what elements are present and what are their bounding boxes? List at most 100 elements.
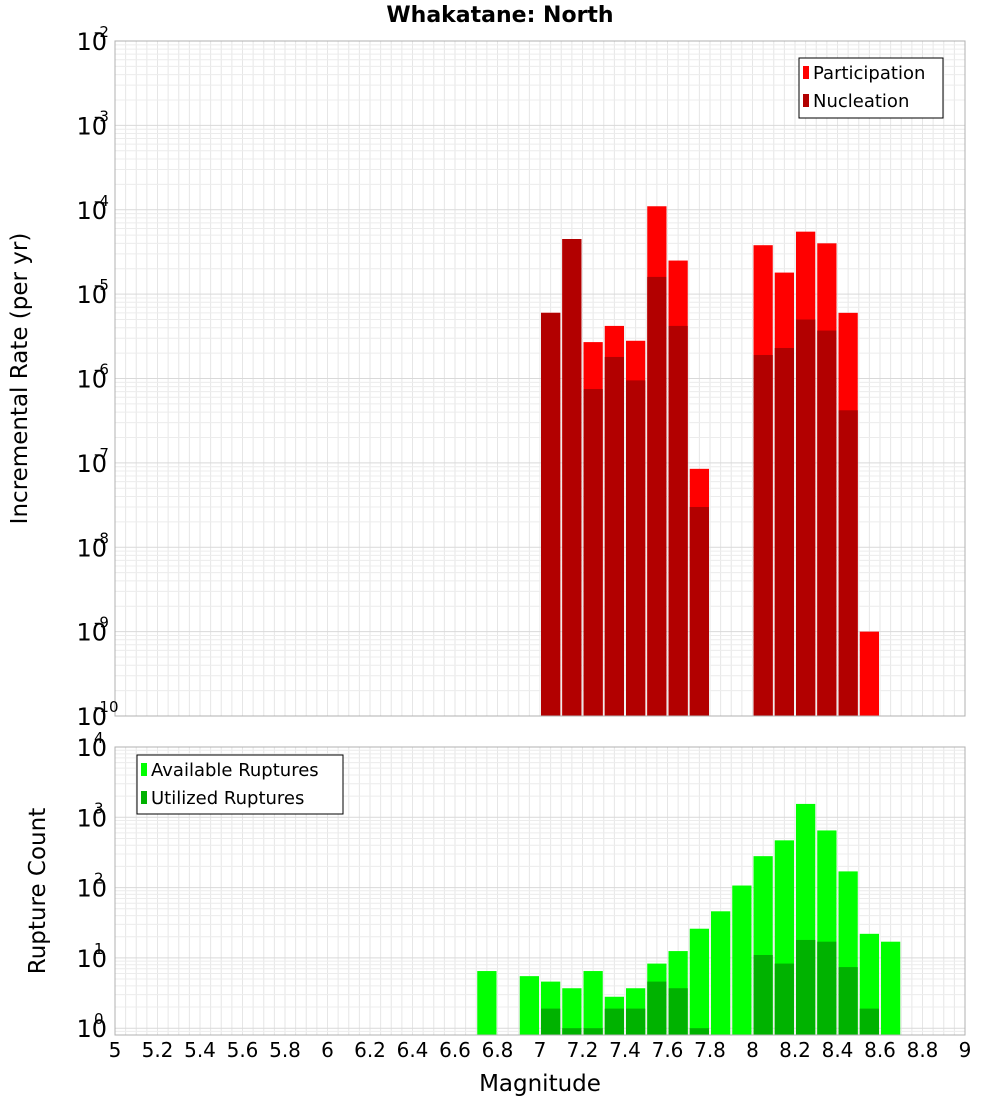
bottom-bar [689, 928, 709, 1035]
top-y-tick-base: 10 [76, 28, 107, 56]
bottom-x-tick-label: 8.2 [779, 1038, 811, 1062]
bottom-bar [626, 1008, 646, 1035]
bottom-bar [583, 971, 603, 1035]
bottom-y-axis-title: Rupture Count [25, 808, 51, 974]
bottom-y-tick-exp: 2 [94, 870, 104, 888]
top-y-tick-exp: -7 [94, 445, 109, 463]
bottom-y-tick-exp: 4 [94, 729, 104, 747]
bottom-legend-swatch [141, 791, 147, 804]
top-bar [647, 276, 667, 716]
bottom-bar [838, 967, 858, 1035]
top-bar [668, 325, 688, 716]
bottom-x-tick-label: 6 [321, 1038, 334, 1062]
bottom-legend-label: Utilized Ruptures [151, 788, 304, 809]
bottom-x-tick-label: 7 [534, 1038, 547, 1062]
bottom-x-tick-label: 5.2 [142, 1038, 174, 1062]
bottom-bar [541, 1008, 561, 1035]
top-bar [583, 389, 603, 716]
bottom-bar [477, 971, 497, 1035]
top-y-tick-exp: -6 [94, 361, 109, 379]
top-y-tick-base: 10 [76, 112, 107, 140]
bottom-x-tick-label: 5.6 [227, 1038, 259, 1062]
top-y-tick-base: 10 [76, 450, 107, 478]
bottom-x-tick-label: 7.8 [694, 1038, 726, 1062]
bottom-bar [647, 981, 667, 1035]
bottom-x-tick-label: 6.4 [397, 1038, 429, 1062]
bottom-legend-swatch [141, 763, 147, 776]
top-y-tick-exp: -2 [94, 23, 109, 41]
top-plot-area: 10-210-310-410-510-610-710-810-910-10Inc… [7, 23, 966, 731]
top-y-tick-label: 10-4 [76, 192, 109, 225]
bottom-bar [753, 954, 773, 1035]
bottom-bar [796, 939, 816, 1035]
bottom-x-tick-label: 9 [959, 1038, 972, 1062]
bottom-bar [689, 1028, 709, 1035]
bottom-bar [817, 941, 837, 1035]
bottom-x-tick-label: 6.8 [482, 1038, 514, 1062]
bottom-y-tick-label: 103 [76, 799, 107, 832]
top-bar [753, 354, 773, 716]
top-y-tick-exp: -9 [94, 614, 109, 632]
top-y-tick-exp: -8 [94, 529, 109, 547]
bottom-y-tick-exp: 3 [94, 799, 104, 817]
bottom-y-tick-label: 104 [76, 729, 107, 762]
bottom-series-1 [541, 939, 879, 1035]
bottom-y-tick-base: 10 [76, 734, 107, 762]
bottom-y-tick-label: 100 [76, 1010, 107, 1043]
bottom-bar [859, 1008, 879, 1035]
bottom-x-tick-label: 8 [746, 1038, 759, 1062]
top-y-axis-title: Incremental Rate (per yr) [7, 233, 33, 525]
bottom-y-tick-base: 10 [76, 875, 107, 903]
bottom-x-tick-label: 7.4 [609, 1038, 641, 1062]
bottom-bar [519, 976, 539, 1035]
bottom-bar [583, 1028, 603, 1035]
bottom-bar [711, 911, 731, 1035]
top-bar [604, 356, 624, 716]
bottom-y-tick-base: 10 [76, 804, 107, 832]
bottom-bar [774, 963, 794, 1035]
top-y-tick-base: 10 [76, 197, 107, 225]
top-y-tick-base: 10 [76, 366, 107, 394]
top-legend-box [798, 57, 944, 119]
top-bar [541, 312, 561, 716]
bottom-y-tick-label: 102 [76, 870, 107, 903]
bottom-x-tick-label: 5 [109, 1038, 122, 1062]
bottom-x-tick-label: 7.6 [652, 1038, 684, 1062]
top-bar [796, 319, 816, 716]
top-bar [626, 380, 646, 716]
bottom-x-tick-label: 8.4 [822, 1038, 854, 1062]
top-bar [562, 239, 582, 716]
top-y-tick-base: 10 [76, 703, 107, 731]
bottom-bar [668, 988, 688, 1035]
top-plot-frame [114, 40, 966, 717]
chart-title: Whakatane: North [386, 3, 613, 28]
top-bar [817, 330, 837, 716]
bottom-y-tick-base: 10 [76, 1015, 107, 1043]
bottom-y-tick-exp: 1 [94, 940, 104, 958]
top-legend-swatch [803, 94, 809, 107]
bottom-x-tick-label: 5.4 [184, 1038, 216, 1062]
top-y-tick-label: 10-2 [76, 23, 109, 56]
top-y-tick-base: 10 [76, 534, 107, 562]
bottom-plot-frame [114, 746, 966, 1036]
bottom-legend: Available Ruptures Utilized Ruptures [136, 754, 344, 815]
top-bar [859, 631, 879, 716]
top-y-tick-exp: -3 [94, 107, 109, 125]
bottom-bar [604, 1008, 624, 1035]
bottom-bar [562, 988, 582, 1035]
top-y-tick-exp: -4 [94, 192, 109, 210]
top-legend: Participation Nucleation [798, 57, 944, 119]
top-y-tick-label: 10-5 [76, 276, 109, 309]
top-y-tick-label: 10-10 [76, 698, 118, 731]
top-y-tick-label: 10-3 [76, 107, 109, 140]
top-bar [774, 347, 794, 716]
bottom-y-tick-exp: 0 [94, 1010, 104, 1028]
top-y-tick-exp: -5 [94, 276, 109, 294]
bottom-x-axis-title: Magnitude [479, 1071, 601, 1097]
top-y-tick-exp: -10 [94, 698, 119, 716]
bottom-legend-box [136, 754, 344, 815]
bottom-bar [732, 885, 752, 1035]
